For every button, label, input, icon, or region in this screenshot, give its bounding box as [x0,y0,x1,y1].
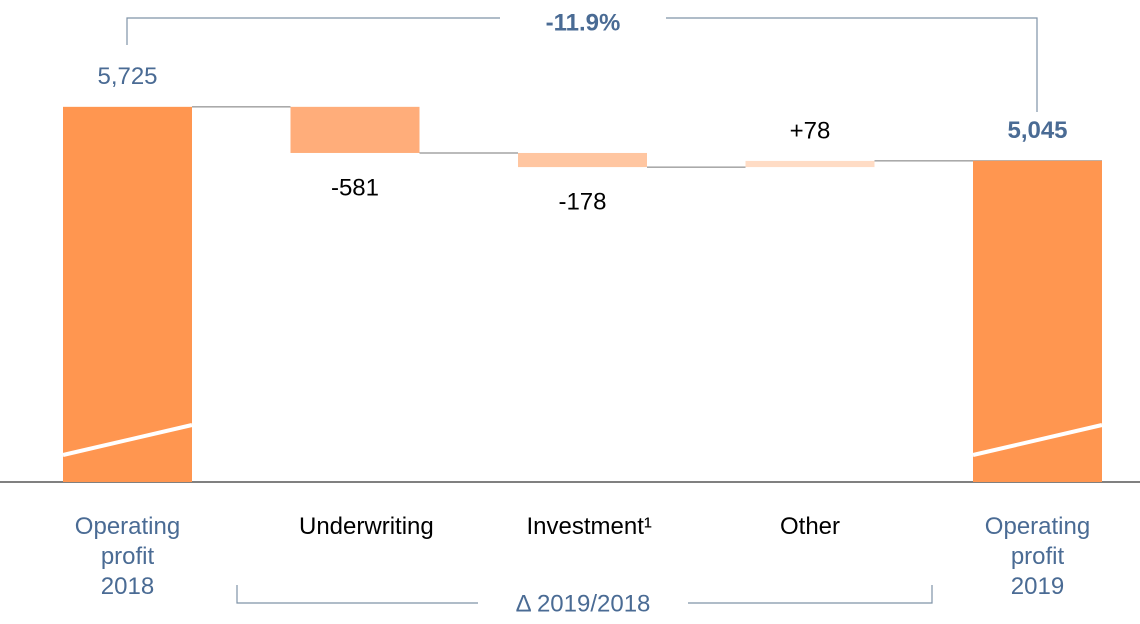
bar [745,160,875,168]
x-tick-label: Investment¹ [526,513,652,540]
bar [63,106,192,483]
top-bracket [126,17,1038,112]
value-label: +78 [790,117,831,144]
x-tick-label: Underwriting [299,513,434,540]
x-tick-label: Operating profit 2018 [74,513,181,600]
bar [973,160,1102,482]
bar [290,106,420,153]
bar [518,152,647,168]
axis-break [972,423,1103,457]
axis-break [62,423,193,457]
value-label: 5,045 [1007,117,1067,144]
change-annotation: -11.9% [546,9,621,36]
delta-annotation: Δ 2019/2018 [516,590,651,617]
decorations [126,17,1038,604]
value-label: 5,725 [97,63,157,90]
value-label: -178 [558,188,606,215]
x-tick-label: Operating profit 2019 [984,513,1091,600]
x-tick-label: Other [779,513,841,540]
value-label: -581 [331,174,379,201]
bottom-bracket [236,585,933,604]
